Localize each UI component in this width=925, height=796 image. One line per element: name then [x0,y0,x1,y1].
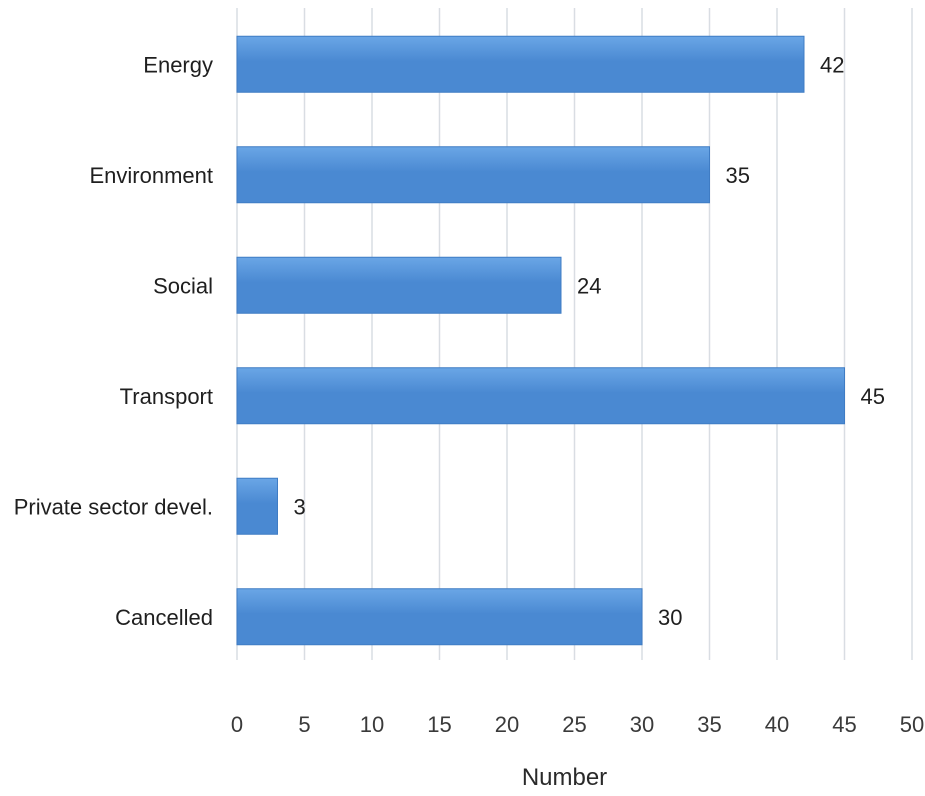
x-tick-label: 45 [832,712,856,737]
data-label: 30 [658,605,682,630]
x-tick-label: 15 [427,712,451,737]
x-tick-label: 0 [231,712,243,737]
category-label: Social [153,273,213,298]
bar-social [236,256,562,314]
category-label: Environment [89,163,213,188]
category-label: Cancelled [115,605,213,630]
x-axis-title: Number [522,764,607,791]
data-labels: 42 35 24 45 3 30 [294,52,885,630]
data-label: 42 [820,52,844,77]
category-labels: Energy Environment Social Transport Private … [14,52,213,630]
category-label: Transport [120,384,213,409]
x-tick-label: 10 [360,712,384,737]
x-tick-label: 30 [630,712,654,737]
data-label: 24 [577,273,601,298]
x-tick-label: 20 [495,712,519,737]
x-tick-label: 50 [900,712,924,737]
x-tick-label: 40 [765,712,789,737]
gridlines [236,8,913,660]
x-tick-label: 25 [562,712,586,737]
category-label: Private sector devel. [14,494,213,519]
x-tick-label: 35 [697,712,721,737]
bar-transport [236,367,845,425]
bar-energy [236,35,805,93]
data-label: 35 [726,163,750,188]
bar-private-sector-devel [236,477,278,535]
data-label: 3 [294,494,306,519]
bar-cancelled [236,588,643,646]
bar-environment [236,146,710,204]
x-tick-label: 5 [298,712,310,737]
data-label: 45 [861,384,885,409]
x-axis-ticks: 0 5 10 15 20 25 30 35 40 45 50 [231,712,924,737]
category-label: Energy [143,52,213,77]
bars [236,35,845,646]
